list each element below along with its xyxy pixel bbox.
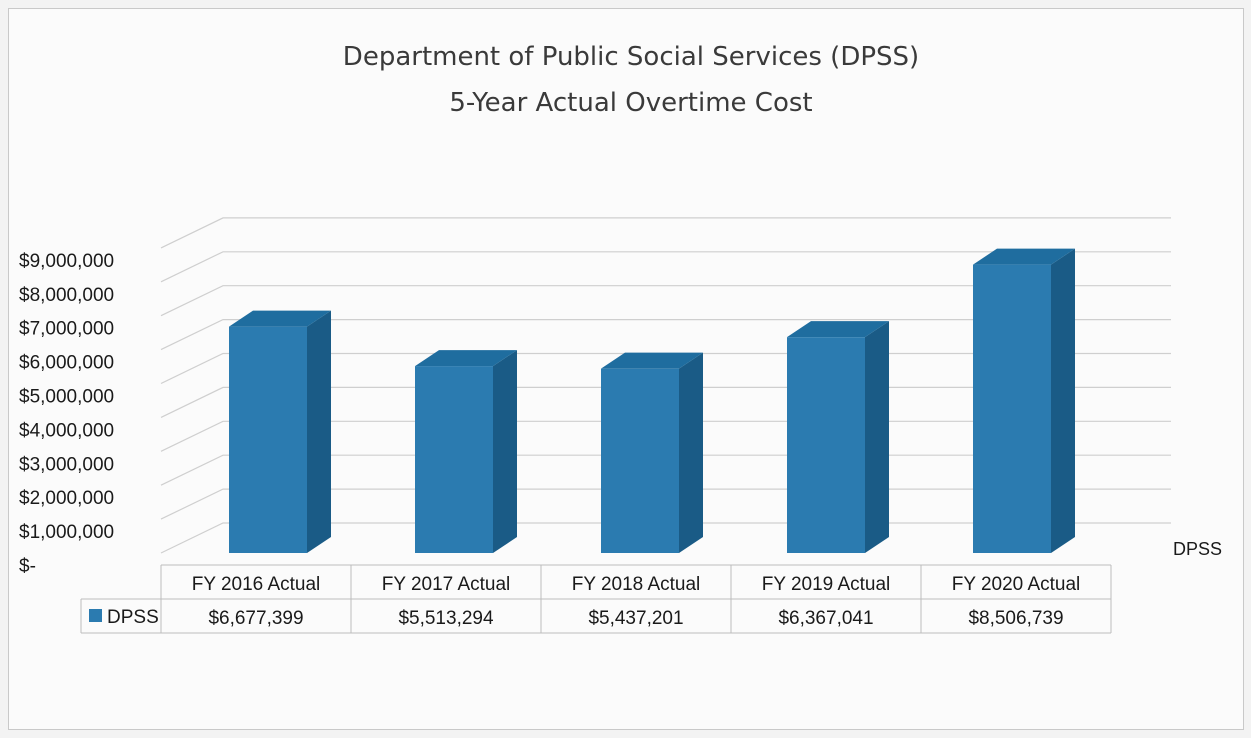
bar-top (787, 321, 889, 338)
chart-subtitle: 5-Year Actual Overtime Cost (449, 88, 812, 118)
bars (229, 248, 1075, 553)
bar (787, 321, 889, 553)
data-label: $5,437,201 (588, 608, 683, 629)
y-tick-label: $1,000,000 (19, 522, 114, 543)
x-tick-label: FY 2019 Actual (762, 574, 891, 595)
y-tick-label: $9,000,000 (19, 251, 114, 272)
x-tick-label: FY 2018 Actual (572, 574, 701, 595)
data-label: $6,677,399 (208, 608, 303, 629)
bar-top (415, 350, 517, 367)
x-tick-label: FY 2016 Actual (192, 574, 321, 595)
bar-top (601, 352, 703, 369)
bar (229, 310, 331, 553)
bar-side (1051, 248, 1075, 553)
bar (973, 248, 1075, 553)
bar-side (679, 352, 703, 553)
y-axis-ticks: $- $1,000,000 $2,000,000 $3,000,000 $4,000,0… (19, 251, 114, 577)
bar (601, 352, 703, 553)
y-tick-label: $8,000,000 (19, 285, 114, 306)
gridline (160, 217, 1171, 249)
bar-side (865, 321, 889, 553)
y-tick-label: $5,000,000 (19, 387, 114, 408)
gridline (160, 285, 1171, 317)
bar-front (973, 264, 1051, 553)
y-tick-label: $6,000,000 (19, 353, 114, 374)
gridlines (160, 217, 1171, 554)
chart-frame: Department of Public Social Services (DP… (8, 8, 1244, 730)
bar-front (601, 368, 679, 553)
y-tick-label: $7,000,000 (19, 319, 114, 340)
bar-side (307, 310, 331, 553)
bar (415, 350, 517, 553)
y-tick-label: $2,000,000 (19, 488, 114, 509)
legend-label: DPSS (107, 607, 159, 628)
data-label: $8,506,739 (968, 608, 1063, 629)
bar-front (415, 366, 493, 553)
bar-top (229, 310, 331, 327)
depth-axis-label: DPSS (1173, 539, 1222, 559)
y-tick-label: $- (19, 556, 36, 577)
bar-front (787, 337, 865, 553)
data-table: FY 2016 Actual $6,677,399 FY 2017 Actual $5… (80, 564, 1112, 634)
legend-swatch (89, 609, 102, 622)
data-label: $5,513,294 (398, 608, 494, 629)
y-tick-label: $3,000,000 (19, 454, 114, 475)
bar-top (973, 248, 1075, 265)
y-tick-label: $4,000,000 (19, 420, 114, 441)
bar-chart: Department of Public Social Services (DP… (19, 42, 1222, 634)
data-label: $6,367,041 (778, 608, 873, 629)
bar-side (493, 350, 517, 553)
x-tick-label: FY 2020 Actual (952, 574, 1081, 595)
x-tick-label: FY 2017 Actual (382, 574, 511, 595)
chart-title: Department of Public Social Services (DP… (343, 42, 919, 72)
gridline (160, 319, 1171, 351)
gridline (160, 251, 1171, 283)
bar-front (229, 326, 307, 553)
